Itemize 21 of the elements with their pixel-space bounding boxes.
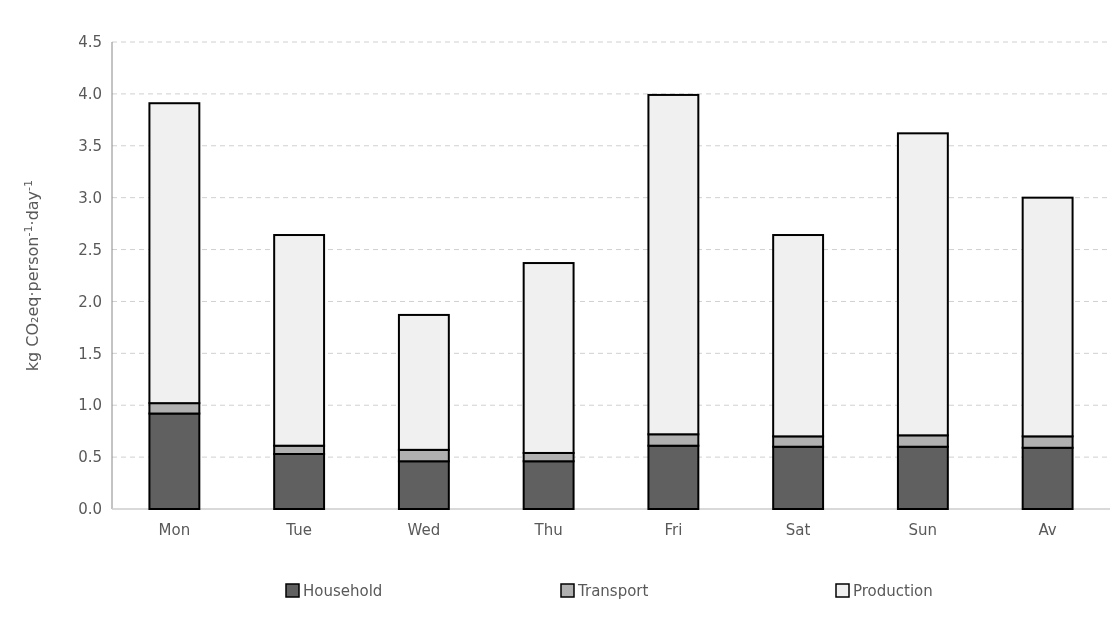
x-tick-label: Fri — [664, 521, 683, 539]
x-tick-label: Wed — [407, 521, 441, 539]
legend-label: Household — [303, 582, 383, 601]
x-tick-label: Sun — [908, 521, 938, 539]
y-tick-label: 2.0 — [78, 292, 102, 311]
y-tick-label: 1.5 — [78, 344, 102, 363]
y-tick-label: 0.5 — [78, 448, 102, 467]
y-tick-label: 0.0 — [78, 500, 102, 519]
y-tick-label: 3.5 — [78, 137, 102, 156]
x-tick-label: Sat — [785, 521, 811, 539]
y-tick-label: 1.0 — [78, 396, 102, 415]
x-tick-label: Thu — [533, 521, 563, 539]
x-tick-label: Mon — [158, 521, 191, 539]
y-tick-label: 3.0 — [78, 188, 102, 207]
legend-label: Transport — [577, 582, 649, 601]
x-tick-label: Tue — [285, 521, 312, 539]
legend-label: Production — [853, 582, 933, 601]
y-tick-label: 4.5 — [78, 33, 102, 52]
y-tick-label: 4.0 — [78, 85, 102, 104]
x-tick-label: Av — [1038, 521, 1057, 539]
y-tick-label: 2.5 — [78, 240, 102, 259]
